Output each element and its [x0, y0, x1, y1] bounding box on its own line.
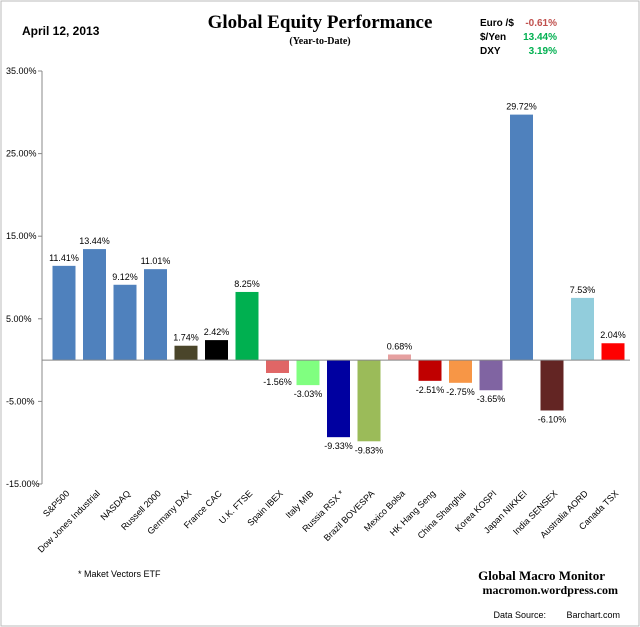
bar: [510, 114, 533, 361]
y-ticks: 35.00% 25.00% 15.00% 5.00% -5.00% -15.00%: [6, 66, 42, 489]
data-label: 11.01%: [141, 256, 171, 266]
data-label: 29.72%: [506, 102, 537, 112]
date-label: April 12, 2013: [22, 24, 100, 38]
fx-value: 3.19%: [529, 46, 557, 57]
bar: [601, 343, 625, 361]
bar: [266, 360, 289, 373]
fx-value: -0.61%: [525, 18, 557, 29]
chart-subtitle: (Year-to-Date): [289, 36, 350, 47]
footnote: * Maket Vectors ETF: [78, 569, 161, 579]
data-label: 13.44%: [79, 236, 110, 246]
data-label: 1.74%: [173, 333, 199, 343]
fx-panel: Euro /$ -0.61% $/Yen 13.44% DXY 3.19%: [480, 18, 557, 57]
bar: [327, 360, 350, 438]
chart-title: Global Equity Performance: [208, 12, 433, 33]
fx-label: Euro /$: [480, 18, 514, 29]
bar: [357, 360, 381, 442]
bar: [388, 354, 411, 361]
data-label: -2.51%: [416, 385, 445, 395]
bar: [479, 360, 503, 391]
bar: [52, 265, 76, 361]
bar: [540, 360, 564, 411]
bar: [83, 249, 106, 361]
fx-label: DXY: [480, 46, 501, 57]
bars: 11.41%13.44% 9.12%11.01% 1.74% 2.42% 8.25% -1…: [42, 102, 630, 455]
bar: [144, 269, 167, 361]
y-tick-label: 15.00%: [6, 231, 37, 241]
bar: [418, 360, 442, 381]
data-label: -3.65%: [477, 394, 506, 404]
source-label: Data Source:: [493, 610, 546, 620]
bar: [174, 345, 198, 361]
bar: [296, 360, 320, 386]
bar: [205, 340, 228, 361]
fx-label: $/Yen: [480, 32, 506, 43]
brand-url: macromon.wordpress.com: [482, 583, 618, 597]
source-value: Barchart.com: [566, 610, 620, 620]
data-label: -9.83%: [355, 445, 384, 455]
data-label: -3.03%: [294, 389, 323, 399]
bar: [449, 360, 472, 383]
data-label: -1.56%: [263, 377, 292, 387]
y-tick-label: -5.00%: [6, 396, 35, 406]
data-label: 7.53%: [570, 285, 596, 295]
fx-value: 13.44%: [523, 32, 557, 43]
bar: [571, 297, 594, 361]
data-label: 2.42%: [204, 327, 230, 337]
data-label: 2.04%: [600, 330, 626, 340]
y-tick-label: 35.00%: [6, 66, 37, 76]
data-label: 11.41%: [49, 253, 79, 263]
y-tick-label: -15.00%: [6, 479, 40, 489]
bar: [113, 284, 137, 361]
brand-name: Global Macro Monitor: [478, 568, 605, 583]
y-tick-label: 5.00%: [6, 314, 32, 324]
data-label: 8.25%: [234, 279, 260, 289]
data-label: -6.10%: [538, 414, 567, 424]
bar: [235, 291, 259, 361]
y-tick-label: 25.00%: [6, 149, 37, 159]
data-label: -2.75%: [446, 387, 475, 397]
data-label: 9.12%: [112, 272, 138, 282]
data-label: -9.33%: [324, 441, 353, 451]
data-label: 0.68%: [387, 341, 413, 351]
